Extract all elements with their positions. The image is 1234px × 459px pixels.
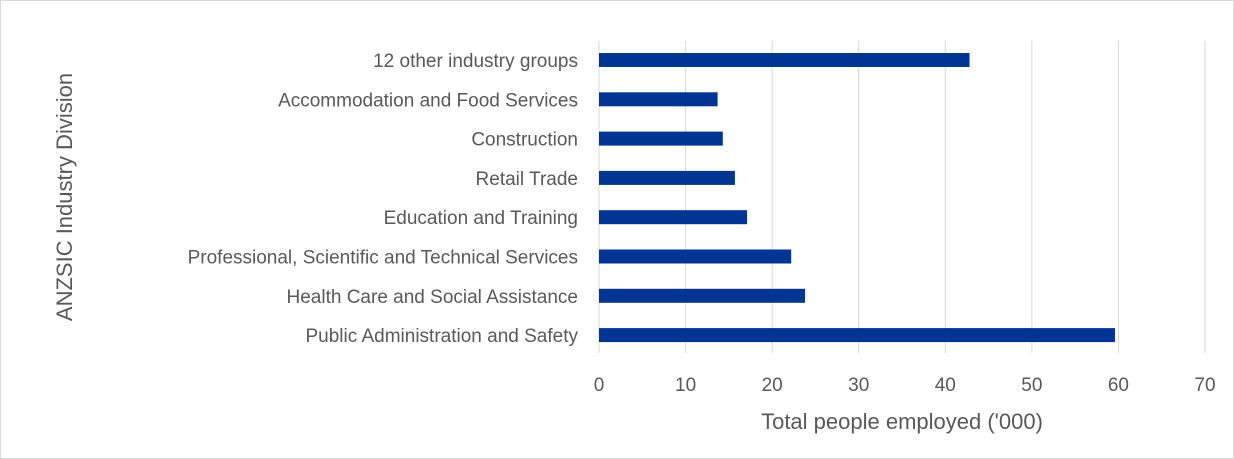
x-tick-label: 60 <box>1108 375 1129 396</box>
category-label: Education and Training <box>384 208 578 229</box>
x-axis-title: Total people employed ('000) <box>761 409 1043 434</box>
x-tick-labels: 0 10 20 30 40 50 60 70 <box>594 375 1216 396</box>
x-tick-label: 50 <box>1021 375 1042 396</box>
bars <box>599 53 1115 343</box>
bar <box>599 328 1115 343</box>
bar <box>599 170 735 185</box>
category-label: Retail Trade <box>476 169 578 190</box>
category-labels: 12 other industry groups Accommodation an… <box>188 51 579 347</box>
bar <box>599 92 718 107</box>
category-label: Health Care and Social Assistance <box>287 287 579 308</box>
bar <box>599 131 723 146</box>
bar <box>599 249 792 264</box>
category-label: Accommodation and Food Services <box>278 90 578 111</box>
bar <box>599 210 748 225</box>
bar <box>599 53 970 67</box>
gridlines <box>598 41 1206 353</box>
x-tick-label: 30 <box>848 375 869 396</box>
bar <box>599 288 806 303</box>
x-tick-label: 0 <box>594 375 605 396</box>
category-label: Public Administration and Safety <box>306 326 579 347</box>
y-axis-title: ANZSIC Industry Division <box>52 73 77 321</box>
x-tick-label: 70 <box>1194 375 1215 396</box>
x-tick-label: 40 <box>935 375 956 396</box>
x-tick-label: 20 <box>762 375 783 396</box>
category-label: 12 other industry groups <box>373 51 578 72</box>
category-label: Professional, Scientific and Technical S… <box>188 248 578 269</box>
category-label: Construction <box>471 130 578 151</box>
x-tick-label: 10 <box>675 375 696 396</box>
